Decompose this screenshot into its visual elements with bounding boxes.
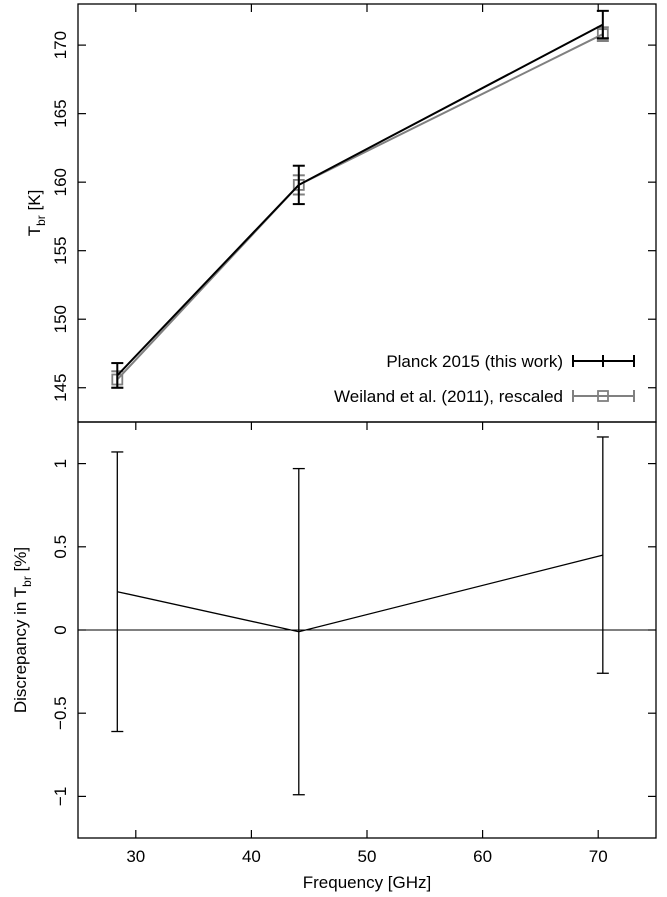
x-tick-label: 40 (242, 847, 261, 866)
top-data-layer (111, 9, 609, 389)
x-tick-label: 60 (473, 847, 492, 866)
bottom-series-0-errorbar (292, 467, 305, 796)
top-series-0-errorbar (111, 362, 124, 389)
top-series-0-errorbar (292, 164, 305, 206)
bottom-y-tick-label: −1 (51, 787, 70, 806)
top-y-axis-title-main: T (25, 226, 44, 236)
x-axis-title: Frequency [GHz] (303, 873, 432, 892)
top-y-axis-title-subscript: br (34, 215, 48, 226)
x-axis-ticks: 30 40 50 60 70 (126, 4, 608, 866)
bottom-plot-frame (77, 421, 657, 839)
x-tick-label: 30 (126, 847, 145, 866)
legend-label-weiland: Weiland et al. (2011), rescaled (334, 387, 563, 406)
x-tick-label: 50 (358, 847, 377, 866)
top-series-0 (111, 9, 609, 389)
bottom-y-axis-title-unit: [%] (11, 547, 30, 576)
legend: Planck 2015 (this work) Weiland et al. (… (334, 352, 635, 406)
bottom-series-0 (111, 436, 609, 796)
bottom-y-axis-title: Discrepancy in Tbr [%] (11, 547, 34, 713)
bottom-series-0-errorbar (596, 436, 609, 674)
bottom-y-tick-label: 0 (51, 625, 70, 634)
legend-swatch-planck (572, 355, 635, 367)
legend-swatch-weiland (572, 390, 635, 402)
bottom-y-tick-label: 1 (51, 459, 70, 468)
legend-label-planck: Planck 2015 (this work) (386, 352, 563, 371)
bottom-data-layer (78, 436, 656, 796)
top-y-axis-title-unit: [K] (25, 190, 44, 216)
bottom-y-ticks: −1 −0.5 0 0.5 1 (51, 459, 656, 806)
discrepancy-panel: −1−0.500.51 30 40 50 60 70 Discrepancy in Tb… (11, 4, 657, 892)
top-y-tick-label: 150 (51, 305, 70, 333)
top-y-tick-label: 155 (51, 237, 70, 265)
top-y-tick-label: 165 (51, 99, 70, 127)
top-y-axis-title: Tbr [K] (25, 190, 48, 237)
top-y-ticks: 145 150 155 160 165 170 (51, 31, 656, 402)
top-y-tick-label: 145 (51, 374, 70, 402)
bottom-y-axis-title-main: Discrepancy in T (11, 587, 30, 713)
top-series-0-errorbar (596, 9, 609, 40)
x-tick-label: 70 (589, 847, 608, 866)
bottom-y-axis-title-subscript: br (20, 576, 34, 587)
bottom-series-0-errorbar (111, 451, 124, 733)
bottom-y-tick-label: 0.5 (51, 535, 70, 559)
top-y-tick-label: 160 (51, 168, 70, 196)
bottom-y-tick-label: −0.5 (51, 696, 70, 730)
top-y-tick-label: 170 (51, 31, 70, 59)
